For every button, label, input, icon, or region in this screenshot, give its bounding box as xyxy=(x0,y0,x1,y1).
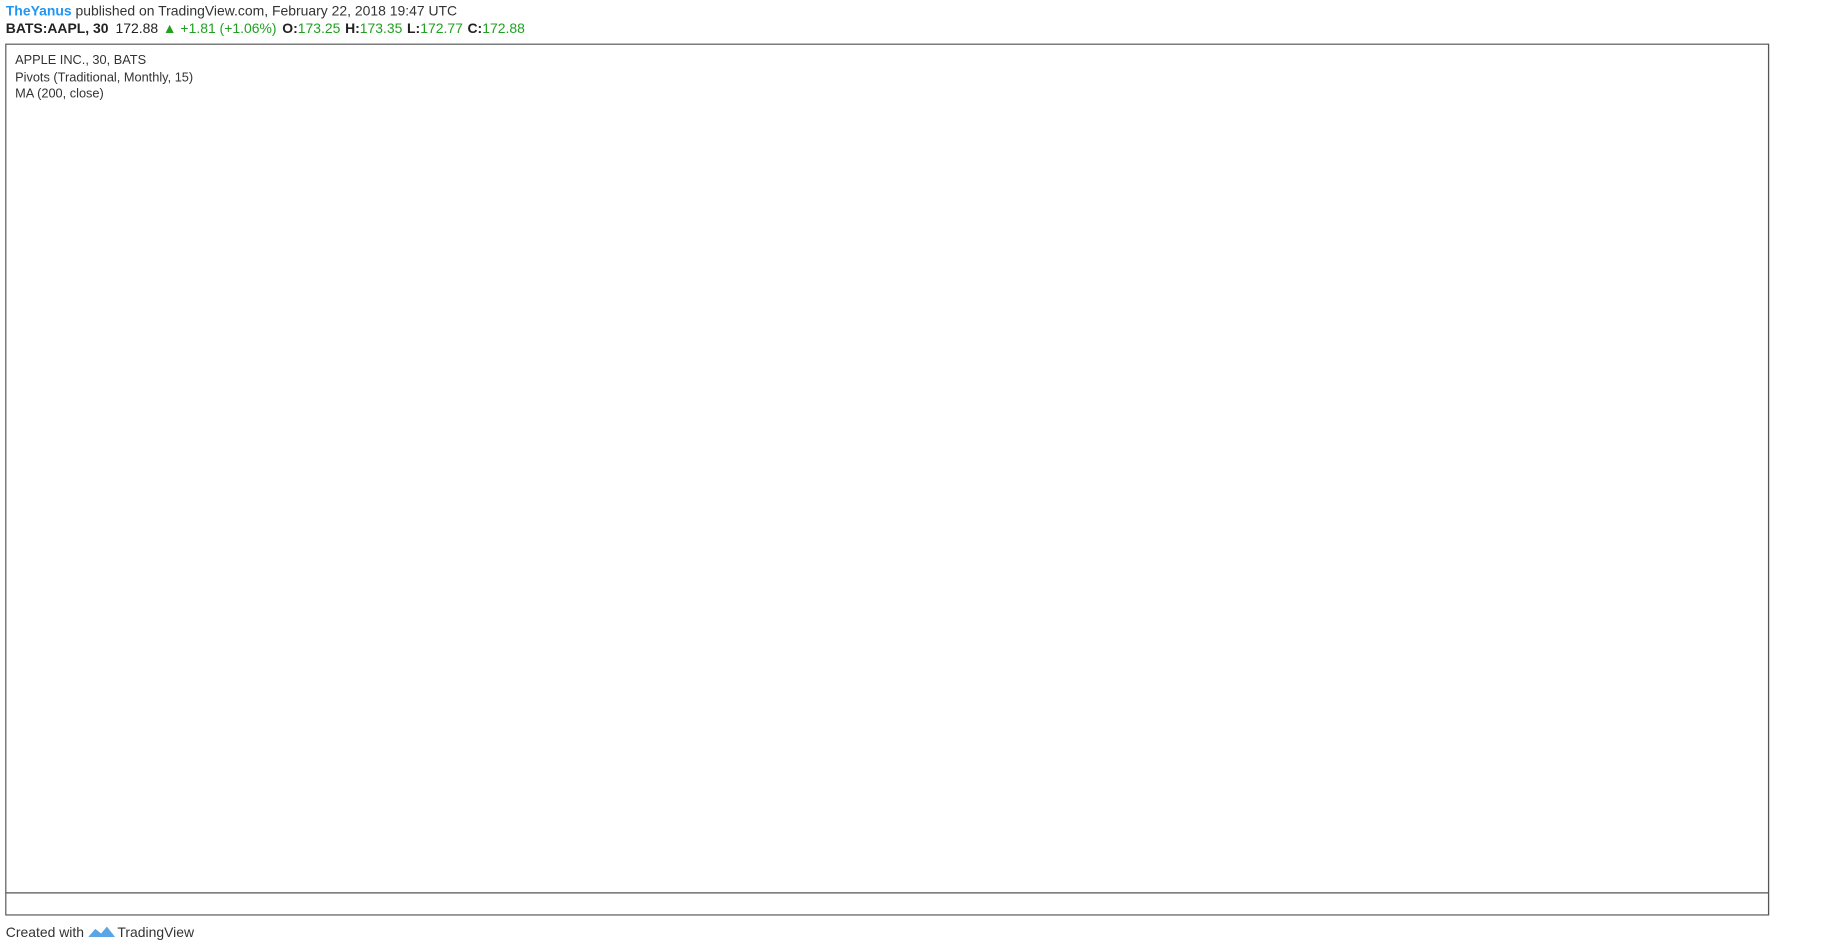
low: 172.77 xyxy=(420,20,463,36)
legend-indicator: Pivots (Traditional, Monthly, 15) xyxy=(15,69,193,84)
c-label: C: xyxy=(467,20,482,36)
footer-created: Created with xyxy=(6,924,84,940)
l-label: L: xyxy=(407,20,420,36)
change: ▲ +1.81 (+1.06%) xyxy=(163,20,277,36)
brand-icon xyxy=(88,926,116,938)
footer-brand[interactable]: TradingView xyxy=(117,924,195,940)
close: 172.88 xyxy=(482,20,525,36)
quote-line: BATS:AAPL, 30 172.88 ▲ +1.81 (+1.06%) O:173… xyxy=(6,20,525,36)
legend-title: APPLE INC., 30, BATS xyxy=(15,52,146,67)
header-line: TheYanus published on TradingView.com, F… xyxy=(6,2,457,18)
symbol: BATS:AAPL, 30 xyxy=(6,20,109,36)
legend-bg xyxy=(9,51,219,103)
published: published on TradingView.com, February 2… xyxy=(72,2,457,18)
legend-indicator: MA (200, close) xyxy=(15,86,104,101)
author[interactable]: TheYanus xyxy=(6,2,72,18)
high: 173.35 xyxy=(360,20,403,36)
open: 173.25 xyxy=(298,20,341,36)
o-label: O: xyxy=(282,20,297,36)
price: 172.88 xyxy=(116,20,159,36)
h-label: H: xyxy=(345,20,360,36)
